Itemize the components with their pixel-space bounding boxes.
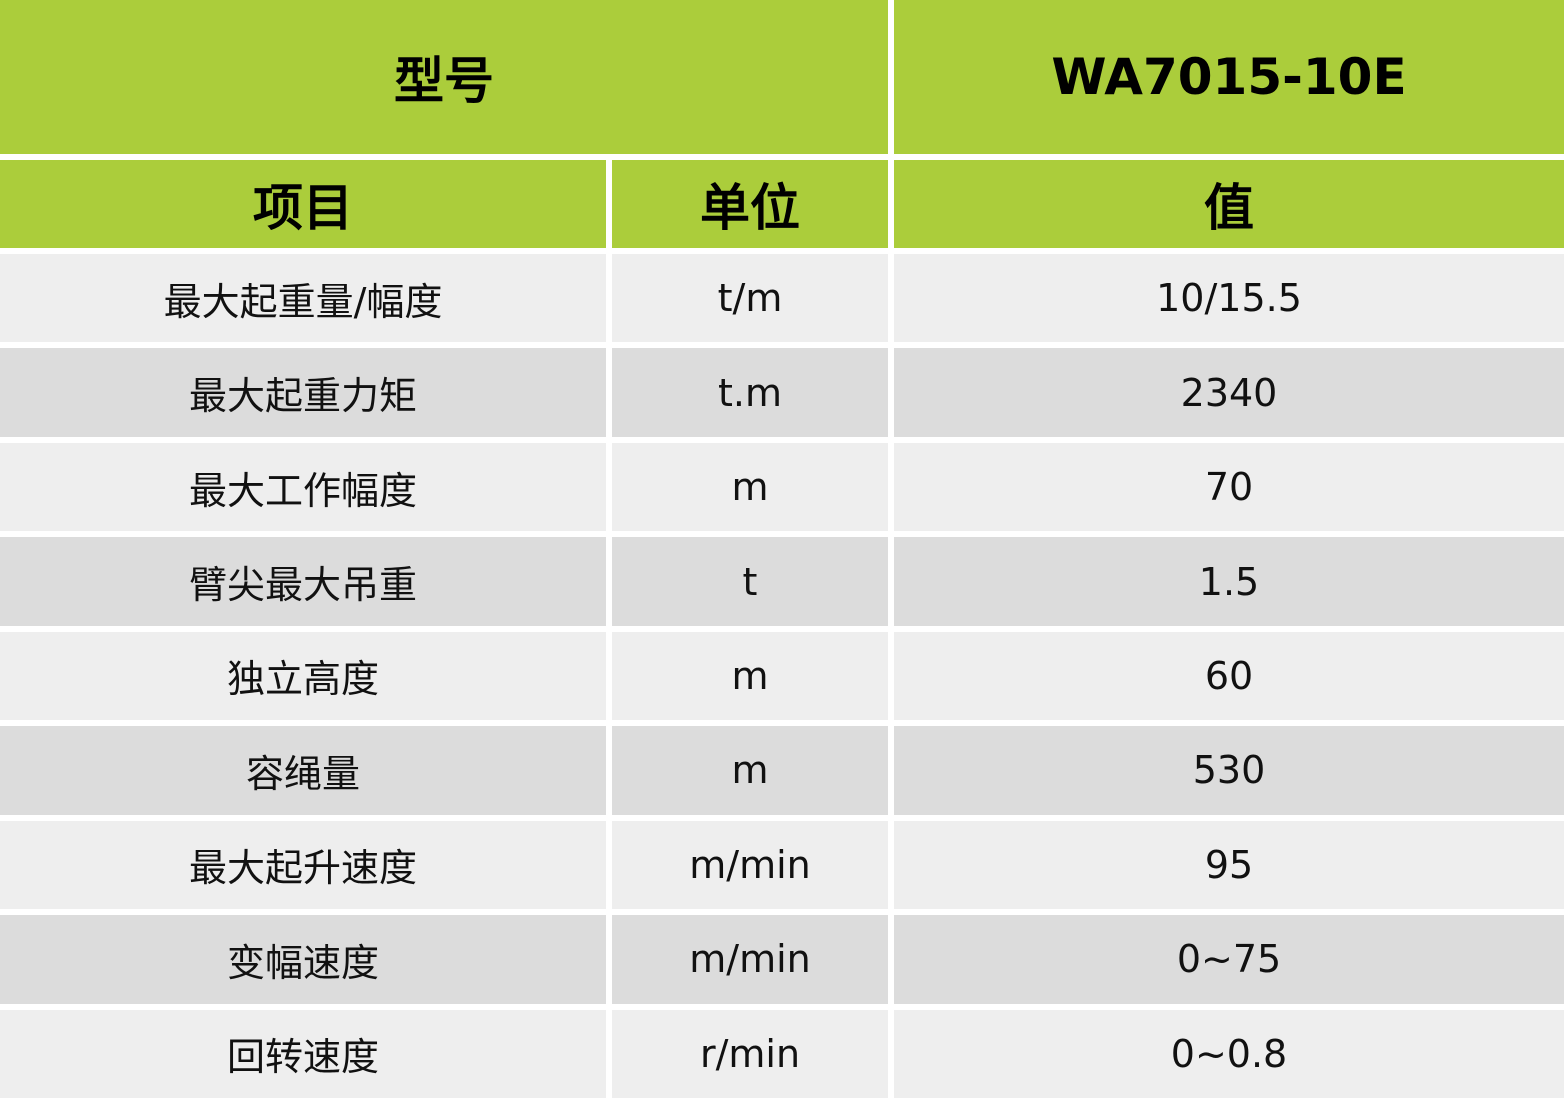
model-label: 型号: [0, 0, 888, 154]
table-cell-item: 最大起重力矩: [0, 348, 606, 437]
table-cell-unit: t/m: [612, 254, 888, 343]
table-cell-value: 95: [894, 820, 1564, 910]
column-header-item: 项目: [0, 160, 606, 248]
table-cell-unit: t.m: [612, 348, 888, 437]
column-header-unit: 单位: [612, 160, 888, 248]
table-cell-value: 1.5: [894, 537, 1564, 626]
table-cell-value: 0~75: [894, 915, 1564, 1004]
table-cell-unit: t: [612, 537, 888, 626]
table-cell-item: 独立高度: [0, 631, 606, 721]
table-cell-unit: m: [612, 631, 888, 721]
table-cell-item: 最大起升速度: [0, 820, 606, 910]
table-cell-value: 60: [894, 631, 1564, 721]
table-cell-value: 2340: [894, 348, 1564, 437]
table-cell-value: 10/15.5: [894, 254, 1564, 343]
table-cell-unit: m/min: [612, 915, 888, 1004]
table-cell-value: 70: [894, 442, 1564, 532]
table-cell-value: 0~0.8: [894, 1009, 1564, 1098]
table-cell-item: 最大起重量/幅度: [0, 254, 606, 343]
table-cell-item: 回转速度: [0, 1009, 606, 1098]
model-value: WA7015-10E: [894, 0, 1564, 154]
table-cell-unit: m: [612, 442, 888, 532]
table-cell-unit: r/min: [612, 1009, 888, 1098]
table-cell-item: 变幅速度: [0, 915, 606, 1004]
table-cell-item: 臂尖最大吊重: [0, 537, 606, 626]
column-header-value: 值: [894, 160, 1564, 248]
table-cell-item: 最大工作幅度: [0, 442, 606, 532]
table-cell-value: 530: [894, 726, 1564, 815]
table-cell-unit: m: [612, 726, 888, 815]
table-cell-unit: m/min: [612, 820, 888, 910]
table-cell-item: 容绳量: [0, 726, 606, 815]
